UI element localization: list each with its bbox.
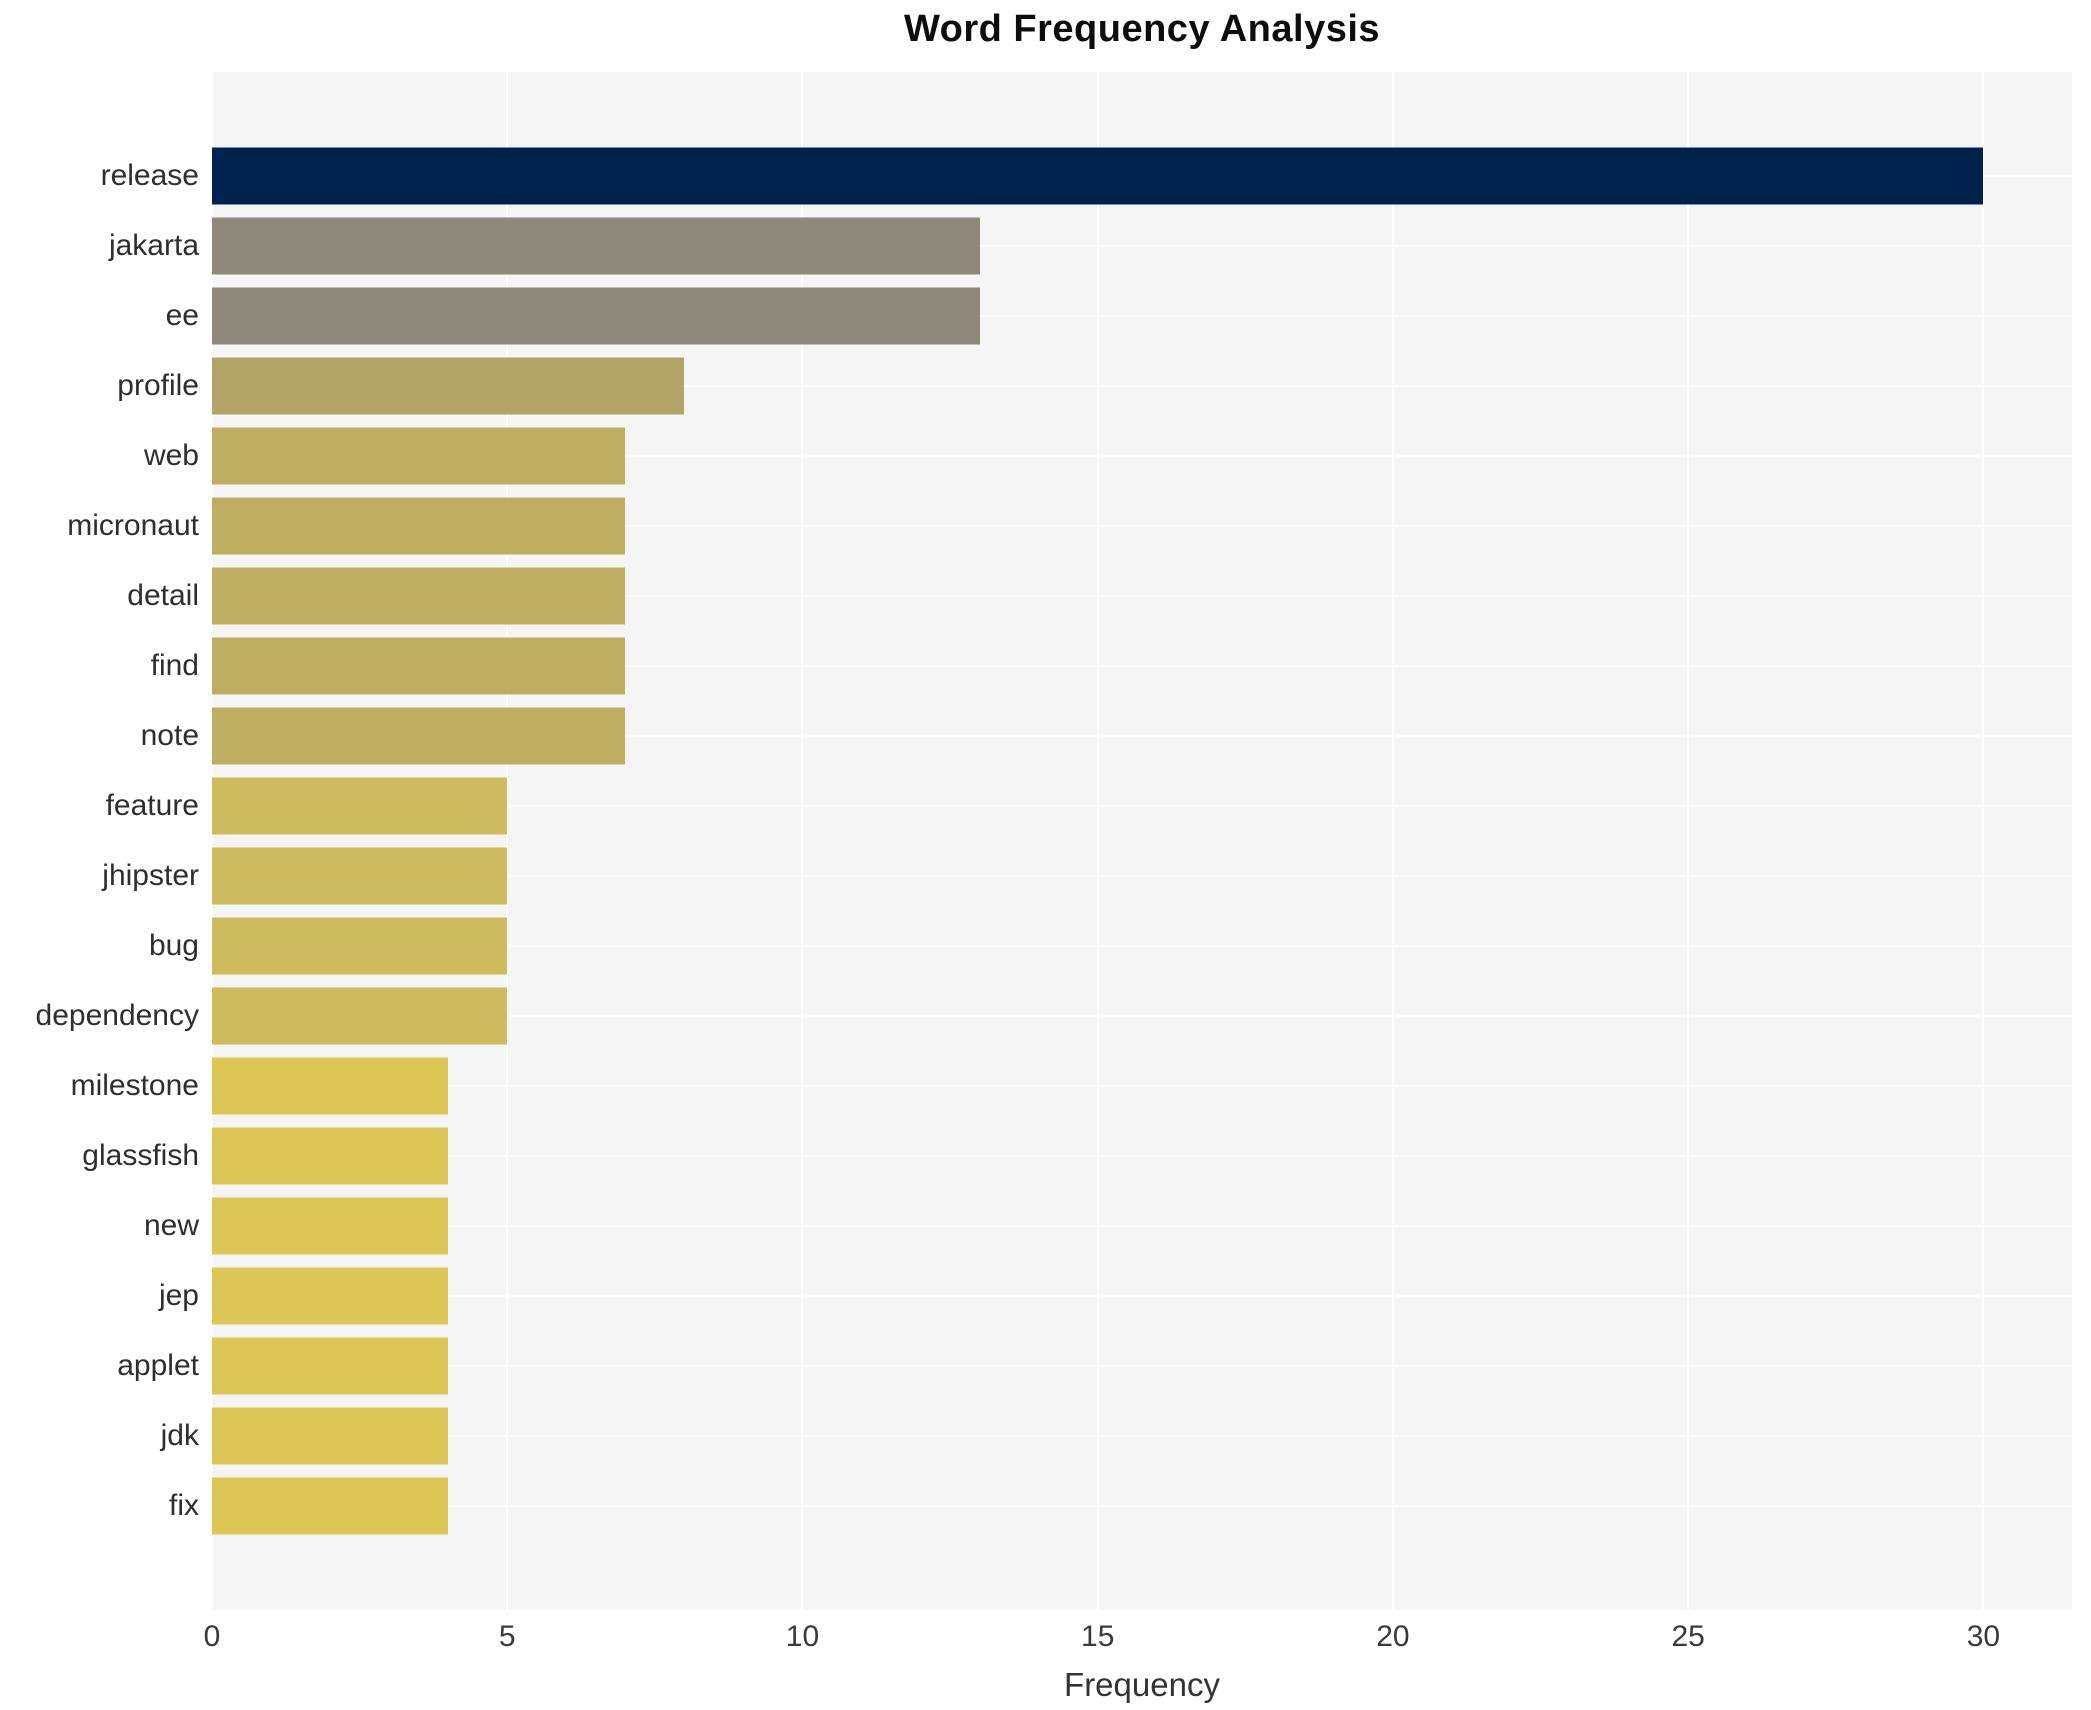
- gridline-y: [212, 1015, 2072, 1017]
- gridline-y: [212, 1155, 2072, 1157]
- y-tick-label-glassfish: glassfish: [82, 1139, 199, 1172]
- y-tick-label-jdk: jdk: [160, 1419, 199, 1452]
- gridline-x-0: [211, 72, 213, 1610]
- y-tick-label-web: web: [143, 439, 199, 472]
- bar-row-new: new: [144, 1191, 2072, 1261]
- x-tick-label-5: 5: [498, 1620, 516, 1653]
- gridline-y: [212, 385, 2072, 387]
- bar-detail: [212, 567, 626, 625]
- x-tick-label-20: 20: [1376, 1620, 1410, 1653]
- y-tick-label-release: release: [100, 159, 199, 192]
- bar-row-profile: profile: [117, 351, 2072, 421]
- bar-micronaut: [212, 497, 626, 555]
- bar-rows: release jakarta ee profile web micronaut detai…: [36, 141, 2072, 1541]
- bar-row-find: find: [151, 631, 2072, 701]
- x-tick-label-0: 0: [203, 1620, 221, 1653]
- y-tick-label-jep: jep: [158, 1279, 199, 1312]
- gridline-x-20: [1391, 72, 1394, 1610]
- bar-web: [212, 427, 626, 485]
- gridline-y: [212, 1365, 2072, 1367]
- gridline-y: [212, 665, 2072, 667]
- x-axis-label: Frequency: [1064, 1666, 1220, 1703]
- bar-ee: [212, 287, 980, 345]
- x-tick-label-15: 15: [1081, 1620, 1115, 1653]
- gridline-y: [212, 1505, 2072, 1507]
- plot-area: release jakarta ee profile web micronaut detai…: [36, 72, 2072, 1610]
- gridline-y: [212, 455, 2072, 457]
- y-tick-label-ee: ee: [165, 299, 199, 332]
- bar-jep: [212, 1267, 449, 1325]
- bar-row-dependency: dependency: [36, 981, 2072, 1051]
- gridline-x-30: [1982, 72, 1985, 1610]
- bar-row-note: note: [141, 701, 2072, 771]
- chart-title: Word Frequency Analysis: [903, 8, 1381, 50]
- y-tick-label-micronaut: micronaut: [67, 509, 199, 542]
- bar-release: [212, 147, 1984, 205]
- x-tick-label-10: 10: [785, 1620, 820, 1653]
- bar-milestone: [212, 1057, 449, 1115]
- bar-row-web: web: [144, 421, 2072, 491]
- bar-row-detail: detail: [127, 561, 2072, 631]
- gridline-y: [212, 875, 2072, 877]
- bar-row-jhipster: jhipster: [102, 841, 2072, 911]
- bar-row-jakarta: jakarta: [109, 211, 2072, 281]
- x-axis-ticks: 0 5 10 15 20 25 30: [204, 1610, 2072, 1656]
- bar-applet: [212, 1337, 449, 1395]
- y-tick-label-bug: bug: [148, 929, 199, 962]
- gridline-y: [212, 1225, 2072, 1227]
- bar-row-glassfish: glassfish: [82, 1121, 2072, 1191]
- bar-row-ee: ee: [166, 281, 2072, 351]
- gridline-x-25: [1687, 72, 1690, 1610]
- y-tick-label-fix: fix: [169, 1489, 199, 1522]
- bar-row-milestone: milestone: [71, 1051, 2072, 1121]
- y-tick-label-applet: applet: [117, 1349, 199, 1382]
- y-tick-label-note: note: [140, 719, 199, 752]
- bar-row-release: release: [101, 141, 2072, 211]
- gridline-y: [212, 1295, 2072, 1297]
- bar-note: [212, 707, 626, 765]
- bar-jhipster: [212, 847, 508, 905]
- y-tick-label-jhipster: jhipster: [102, 859, 199, 892]
- gridline-y: [212, 805, 2072, 807]
- bar-profile: [212, 357, 685, 415]
- gridline-y: [212, 945, 2072, 947]
- bar-row-micronaut: micronaut: [67, 491, 2072, 561]
- gridline-y: [212, 595, 2072, 597]
- y-tick-label-feature: feature: [105, 789, 199, 822]
- bar-row-applet: applet: [117, 1331, 2072, 1401]
- gridline-x-15: [1096, 72, 1099, 1610]
- bar-dependency: [212, 987, 508, 1045]
- gridline-y: [212, 1435, 2072, 1437]
- x-tick-label-25: 25: [1671, 1620, 1705, 1653]
- bar-row-feature: feature: [106, 771, 2072, 841]
- gridline-y: [212, 315, 2072, 317]
- bar-jakarta: [212, 217, 980, 275]
- y-tick-label-profile: profile: [117, 369, 199, 402]
- bar-row-jep: jep: [159, 1261, 2072, 1331]
- y-tick-label-new: new: [143, 1209, 199, 1242]
- bar-glassfish: [212, 1127, 449, 1185]
- gridline-x-10: [801, 72, 804, 1610]
- bar-feature: [212, 777, 508, 835]
- gridline-y: [212, 525, 2072, 527]
- bar-find: [212, 637, 626, 695]
- y-tick-label-dependency: dependency: [35, 999, 199, 1032]
- gridline-y: [212, 245, 2072, 247]
- bar-row-fix: fix: [169, 1471, 2072, 1541]
- y-tick-label-find: find: [150, 649, 199, 682]
- bar-row-jdk: jdk: [161, 1401, 2072, 1471]
- gridline-x-5: [506, 72, 509, 1610]
- y-tick-label-jakarta: jakarta: [108, 229, 199, 262]
- bar-jdk: [212, 1407, 449, 1465]
- bar-row-bug: bug: [149, 911, 2072, 981]
- x-tick-label-30: 30: [1966, 1620, 2001, 1653]
- bar-fix: [212, 1477, 449, 1535]
- bar-new: [212, 1197, 449, 1255]
- bar-bug: [212, 917, 508, 975]
- gridline-y: [212, 1085, 2072, 1087]
- gridline-y: [212, 735, 2072, 737]
- y-tick-label-milestone: milestone: [70, 1069, 199, 1102]
- y-tick-label-detail: detail: [127, 579, 199, 612]
